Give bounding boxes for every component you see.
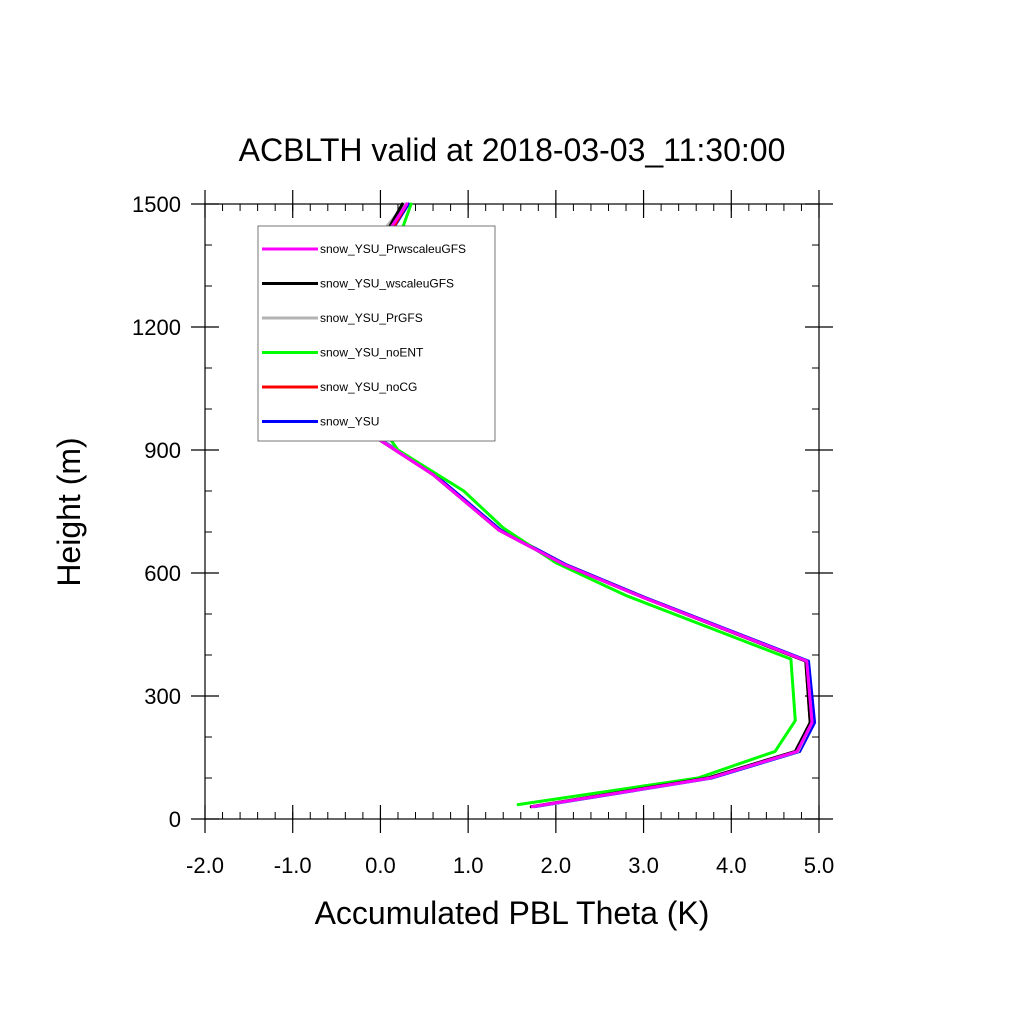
legend-box	[257, 225, 496, 442]
legend-label: snow_YSU_noCG	[320, 380, 417, 394]
chart-title: ACBLTH valid at 2018-03-03_11:30:00	[239, 132, 786, 168]
x-tick-label: 1.0	[453, 853, 484, 878]
y-tick-label: 0	[169, 807, 181, 832]
major-ticks	[191, 190, 833, 833]
legend-label: snow_YSU_PrGFS	[320, 311, 423, 325]
y-tick-label: 1500	[132, 192, 181, 217]
legend-label: snow_YSU_noENT	[320, 346, 424, 360]
y-tick-labels: 0 300 600 900 1200 1500	[132, 192, 181, 832]
legend-label: snow_YSU_wscaleuGFS	[320, 277, 454, 291]
x-tick-label: 4.0	[716, 853, 747, 878]
x-tick-label: 3.0	[628, 853, 659, 878]
legend: snow_YSU_PrwscaleuGFS snow_YSU_wscaleuGFS…	[257, 225, 496, 442]
y-tick-label: 1200	[132, 315, 181, 340]
legend-label: snow_YSU_PrwscaleuGFS	[320, 242, 466, 256]
x-tick-label: 2.0	[541, 853, 572, 878]
x-tick-label: -2.0	[186, 853, 224, 878]
x-tick-label: 5.0	[804, 853, 835, 878]
x-tick-label: -1.0	[274, 853, 312, 878]
y-axis-label: Height (m)	[51, 437, 87, 586]
y-tick-label: 600	[144, 561, 181, 586]
y-tick-label: 300	[144, 684, 181, 709]
x-tick-label: 0.0	[365, 853, 396, 878]
plot-frame	[204, 203, 820, 820]
legend-label: snow_YSU	[320, 415, 379, 429]
x-tick-labels: -2.0 -1.0 0.0 1.0 2.0 3.0 4.0 5.0	[186, 853, 834, 878]
y-tick-label: 900	[144, 438, 181, 463]
x-axis-label: Accumulated PBL Theta (K)	[315, 895, 710, 931]
